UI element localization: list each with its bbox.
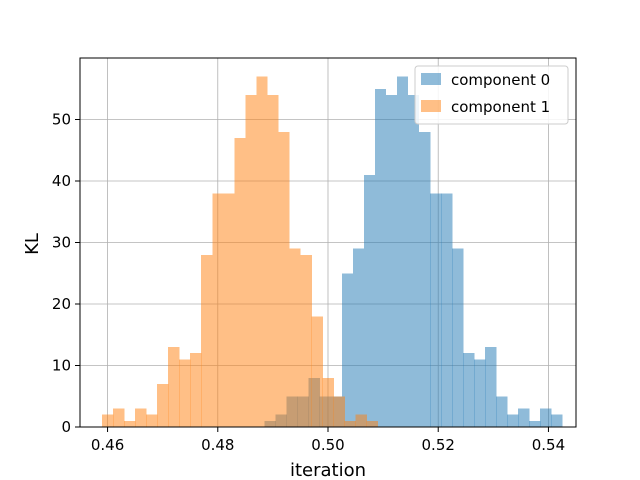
histogram-bar — [333, 396, 345, 427]
legend-swatch — [421, 73, 441, 85]
histogram-bar — [418, 131, 431, 428]
histogram-bar — [352, 248, 365, 427]
histogram-bar — [474, 359, 486, 427]
histogram-bar — [385, 94, 398, 428]
y-tick-label: 10 — [52, 357, 71, 375]
histogram-bar — [201, 254, 213, 427]
histogram-bar — [146, 414, 158, 427]
y-tick-label: 40 — [52, 172, 71, 190]
legend-swatch — [421, 100, 441, 112]
x-tick-label: 0.48 — [201, 436, 234, 454]
legend-label: component 1 — [451, 98, 550, 116]
histogram-bar — [322, 377, 334, 427]
histogram-bar — [102, 414, 114, 427]
histogram-bar — [267, 94, 279, 428]
histogram-bar — [496, 396, 508, 427]
histogram-bar — [212, 193, 224, 427]
x-tick-label: 0.52 — [422, 436, 455, 454]
histogram-bar — [540, 408, 552, 427]
histogram-bar — [344, 420, 356, 427]
histogram-bar — [245, 94, 257, 428]
histogram-bar — [157, 383, 169, 427]
histogram-bar — [124, 420, 136, 427]
series-1-bars — [102, 76, 378, 428]
legend: component 0 component 1 — [414, 65, 569, 125]
histogram-bar — [507, 414, 519, 427]
x-tick-label: 0.54 — [532, 436, 565, 454]
histogram-bar — [396, 76, 409, 427]
histogram-bar — [485, 347, 497, 427]
histogram-bars — [102, 76, 563, 428]
histogram-bar — [179, 359, 191, 427]
histogram-bar — [363, 174, 376, 427]
histogram-bar — [374, 88, 387, 427]
histogram-bar — [551, 414, 563, 427]
histogram-bar — [300, 254, 312, 427]
histogram-bar — [452, 248, 464, 427]
histogram-bar — [366, 420, 378, 427]
histogram-bar — [256, 76, 268, 427]
histogram-bar — [529, 420, 541, 427]
histogram-bar — [518, 408, 530, 427]
y-tick-label: 0 — [61, 418, 71, 436]
histogram-bar — [113, 408, 125, 427]
y-tick-label: 30 — [52, 234, 71, 252]
x-tick-label: 0.46 — [91, 436, 124, 454]
histogram-bar — [223, 193, 235, 427]
histogram-bar — [440, 193, 453, 427]
x-axis-label: iteration — [290, 460, 366, 480]
histogram-bar — [190, 353, 202, 427]
legend-box — [414, 65, 569, 125]
histogram-bar — [311, 316, 323, 427]
legend-label: component 0 — [451, 71, 550, 89]
histogram-bar — [168, 347, 180, 427]
histogram-bar — [463, 353, 475, 427]
histogram-bar — [289, 248, 301, 427]
histogram-bar — [429, 193, 442, 427]
histogram-bar — [355, 414, 367, 427]
histogram-bar — [407, 94, 420, 428]
histogram-bar — [341, 273, 354, 427]
histogram-bar — [278, 131, 290, 428]
axes: 0.46 0.48 0.50 0.52 0.54 0 10 20 30 40 50 — [52, 57, 577, 454]
histogram-bar — [135, 408, 147, 427]
x-tick-label: 0.50 — [311, 436, 344, 454]
y-axis-label: KL — [22, 233, 43, 255]
histogram-bar — [234, 137, 246, 427]
y-tick-label: 20 — [52, 295, 71, 313]
y-tick-label: 50 — [52, 111, 71, 129]
